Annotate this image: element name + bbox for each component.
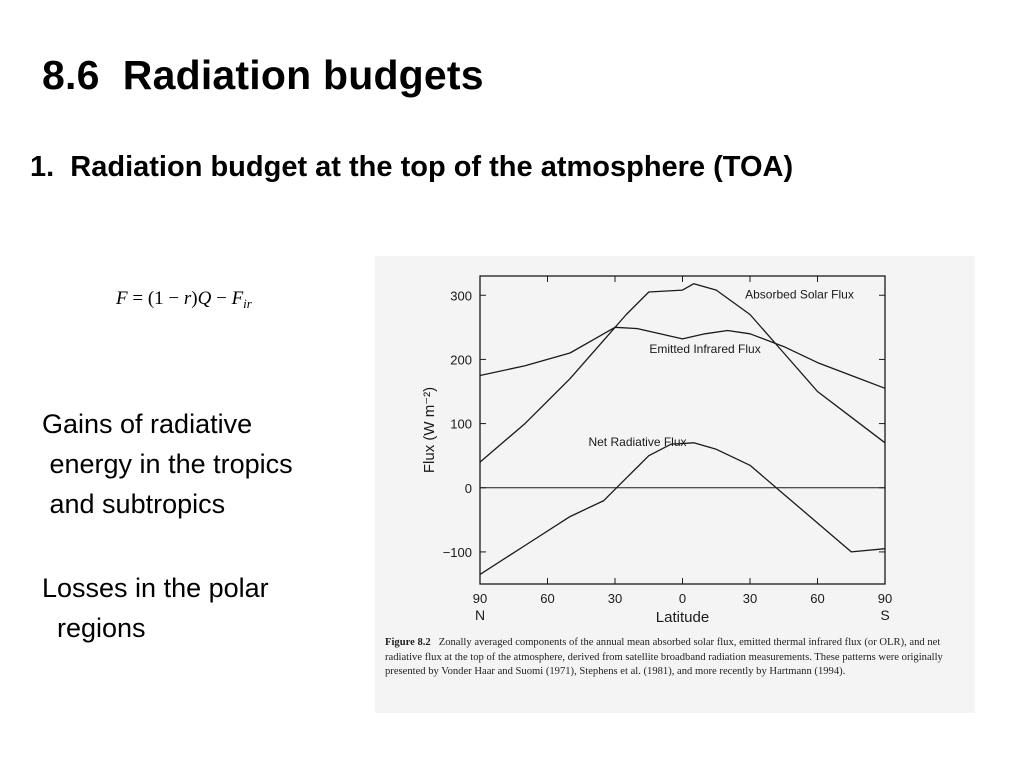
section-heading: 1. Radiation budget at the top of the at…: [30, 151, 794, 183]
equation-q: Q: [197, 288, 212, 309]
series-line-emitted-infrared-flux: [479, 326, 886, 389]
bullet-line: Losses in the polar: [42, 573, 269, 603]
x-tick-label: 90: [878, 591, 892, 606]
equation-subscript: ir: [243, 296, 252, 311]
x-tick-label: 60: [540, 591, 554, 606]
bullet-gains: Gains of radiative energy in the tropics…: [42, 404, 293, 524]
bullet-line: and subtropics: [42, 489, 226, 519]
x-tick-label: 0: [679, 591, 686, 606]
bullet-line: energy in the tropics: [42, 449, 293, 479]
bullet-losses: Losses in the polar regions: [42, 568, 269, 648]
equation-eq: = (1: [127, 288, 164, 309]
bullet-line: regions: [42, 613, 146, 643]
equation-paren: ): [191, 288, 198, 309]
x-tick-label: 30: [608, 591, 622, 606]
equation-r: r: [183, 288, 192, 309]
x-tick-label: 60: [810, 591, 824, 606]
x-end-label-south: S: [880, 607, 889, 623]
y-tick-label: 0: [465, 481, 472, 496]
y-axis-title: Flux (W m⁻²): [421, 387, 438, 473]
series-annotation: Absorbed Solar Flux: [745, 287, 854, 301]
equation-minus: −: [211, 288, 232, 309]
slide-title: 8.6 Radiation budgets: [42, 52, 484, 98]
bullet-line: Gains of radiative: [42, 409, 253, 439]
plot-frame: [479, 275, 886, 585]
y-tick-label: 100: [450, 417, 472, 432]
equation-f-ir: F: [231, 288, 244, 309]
series-annotation: Net Radiative Flux: [588, 435, 686, 449]
radiation-equation: F = (1 − r)Q − Fir: [116, 288, 252, 312]
x-end-label-north: N: [475, 607, 485, 623]
y-tick-label: 200: [450, 352, 472, 367]
figure-caption: Figure 8.2 Zonally averaged components of…: [385, 636, 967, 680]
y-tick-label: −100: [443, 545, 472, 560]
x-axis-title: Latitude: [656, 609, 709, 626]
series-line-absorbed-solar-flux: [479, 283, 886, 463]
x-tick-label: 30: [743, 591, 757, 606]
series-annotation: Emitted Infrared Flux: [649, 342, 760, 356]
figure-8-2: −100 0 100 200 300 90 60 30 0 30 60 90 N S Latitude Flu…: [375, 256, 975, 713]
y-tick-label: 300: [450, 288, 472, 303]
equation-f: F: [116, 288, 128, 309]
equation-minus: −: [163, 288, 184, 309]
series-line-net-radiative-flux: [479, 442, 886, 575]
figure-caption-text: Zonally averaged components of the annua…: [385, 637, 943, 677]
x-tick-label: 90: [473, 591, 487, 606]
figure-label: Figure 8.2: [385, 637, 431, 648]
